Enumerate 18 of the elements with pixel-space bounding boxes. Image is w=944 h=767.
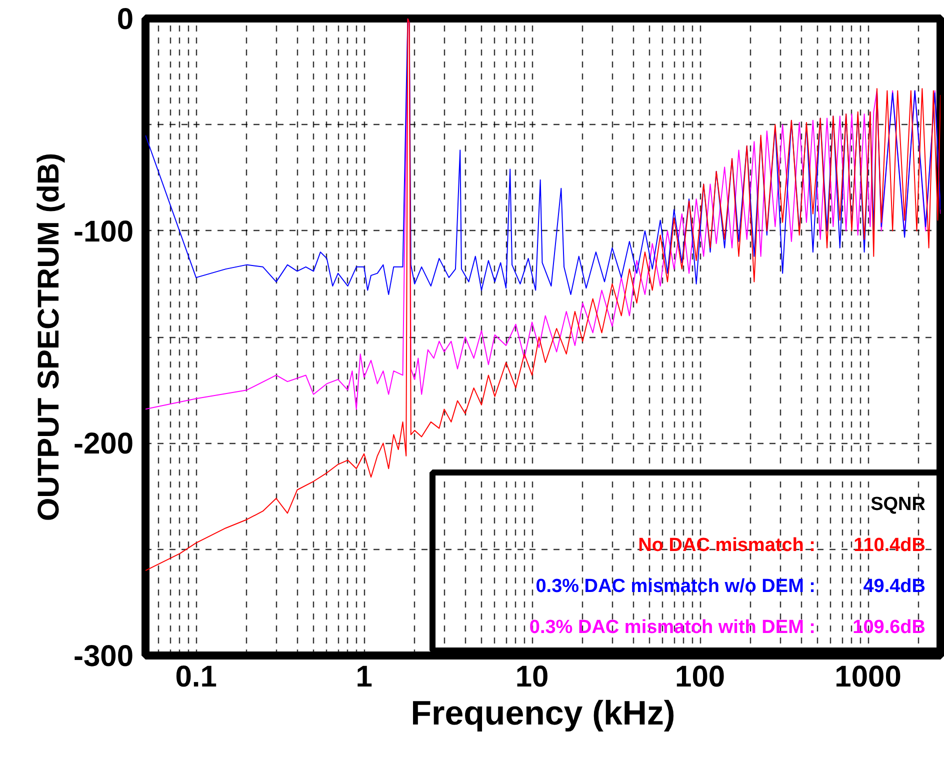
x-tick-label: 0.1 bbox=[175, 660, 217, 694]
y-tick-label: -100 bbox=[73, 215, 134, 248]
y-axis-title: OUTPUT SPECTRUM (dB) bbox=[32, 152, 66, 522]
x-tick-label: 1 bbox=[356, 660, 372, 694]
y-tick-label: 0 bbox=[116, 3, 134, 36]
annotation: 110.4dB bbox=[854, 535, 926, 556]
text: 0.3% DAC mismatch with DEM : bbox=[529, 617, 816, 638]
y-tick-label: -300 bbox=[73, 640, 134, 673]
x-tick-label: 100 bbox=[675, 660, 726, 694]
y-tick-label: -200 bbox=[73, 428, 134, 461]
text: 0.3% DAC mismatch w/o DEM : bbox=[536, 576, 816, 597]
annotation: 49.4dB bbox=[863, 576, 926, 597]
x-tick-label: 1000 bbox=[834, 660, 902, 694]
text: No DAC mismatch : bbox=[638, 535, 816, 556]
annotation: 109.6dB bbox=[852, 617, 926, 638]
legend-title: SQNR bbox=[870, 494, 926, 515]
x-tick-label: 10 bbox=[515, 660, 549, 694]
x-axis-title: Frequency (kHz) bbox=[410, 694, 676, 732]
